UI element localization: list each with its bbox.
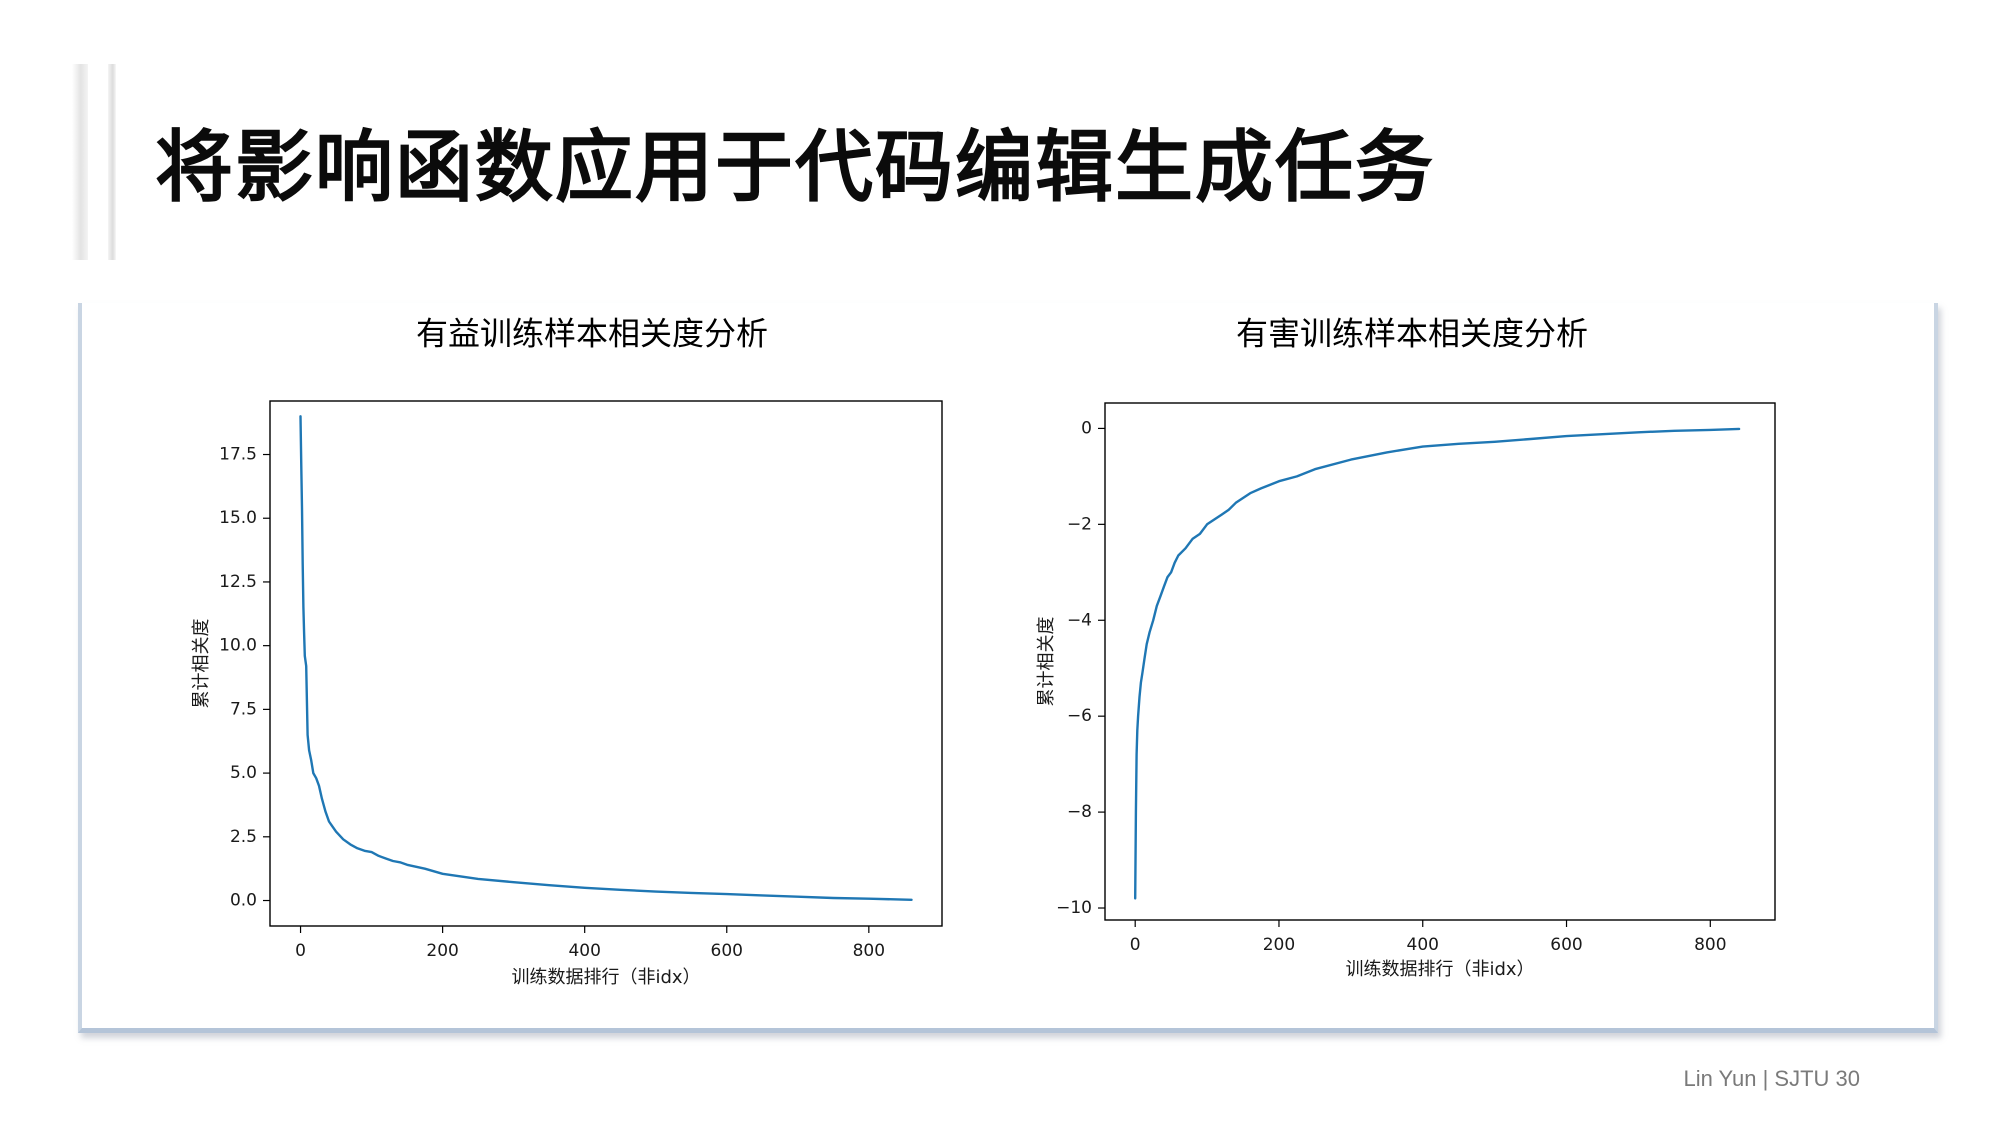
chart-1-xtick-label: 0 (295, 941, 306, 961)
chart-1-ytick-label: 10.0 (219, 636, 257, 656)
chart-1-title: 有益训练样本相关度分析 (416, 315, 768, 353)
chart-1-series-line-1 (299, 415, 913, 901)
chart-1-xtick-label: 600 (711, 941, 743, 961)
accent-bar-thin (108, 64, 116, 260)
chart-1-ytick-label: 17.5 (219, 445, 257, 465)
chart-2-ytick-label: −2 (1067, 514, 1092, 534)
chart-1-ytick-label: 15.0 (219, 508, 257, 528)
chart-2-xtick-label: 200 (1263, 935, 1295, 955)
chart-1-xtick-label: 800 (853, 941, 885, 961)
chart-1-xlabel: 训练数据排行（非idx） (511, 967, 700, 988)
chart-2-ytick-label: −10 (1056, 898, 1092, 918)
chart-2-axes-frame (1104, 402, 1776, 921)
chart-2-xtick-label: 800 (1694, 935, 1726, 955)
chart-2-ytick-label: 0 (1081, 418, 1092, 438)
chart-1-xtick-label: 200 (426, 941, 458, 961)
chart-1-ytick-label: 5.0 (230, 763, 257, 783)
chart-1-ytick-label: 12.5 (219, 572, 257, 592)
chart-2-ytick-label: −4 (1067, 610, 1092, 630)
chart-2-series-line-1 (1133, 427, 1741, 900)
chart-1-ytick-label: 0.0 (230, 891, 257, 911)
page-title: 将影响函数应用于代码编辑生成任务 (155, 123, 1436, 213)
accent-bar-wide (72, 64, 88, 260)
chart-1-xtick-label: 400 (568, 941, 600, 961)
chart-2-xtick-label: 0 (1130, 935, 1141, 955)
chart-2-xlabel: 训练数据排行（非idx） (1345, 959, 1534, 980)
footer-credit: Lin Yun | SJTU 30 (1683, 1066, 1860, 1091)
charts-canvas: 有益训练样本相关度分析 0 200 400 600 800 0.0 2.5 5.0 7.5 10.0… (191, 315, 1776, 988)
figure-panel: 有益训练样本相关度分析 0 200 400 600 800 0.0 2.5 5.0 7.5 10.0… (78, 303, 1938, 1033)
chart-1-axes-frame (269, 400, 943, 927)
chart-2-xtick-label: 600 (1550, 935, 1582, 955)
chart-2-ytick-label: −6 (1067, 706, 1092, 726)
chart-1-ytick-label: 2.5 (230, 827, 257, 847)
chart-2-ytick-label: −8 (1067, 802, 1092, 822)
chart-1-ytick-label: 7.5 (230, 699, 257, 719)
title-accent-bars (72, 64, 120, 260)
chart-2-xtick-label: 400 (1407, 935, 1439, 955)
chart-1-ylabel: 累计相关度 (191, 619, 212, 709)
chart-2-title: 有害训练样本相关度分析 (1236, 315, 1588, 353)
chart-2-ylabel: 累计相关度 (1036, 617, 1057, 707)
